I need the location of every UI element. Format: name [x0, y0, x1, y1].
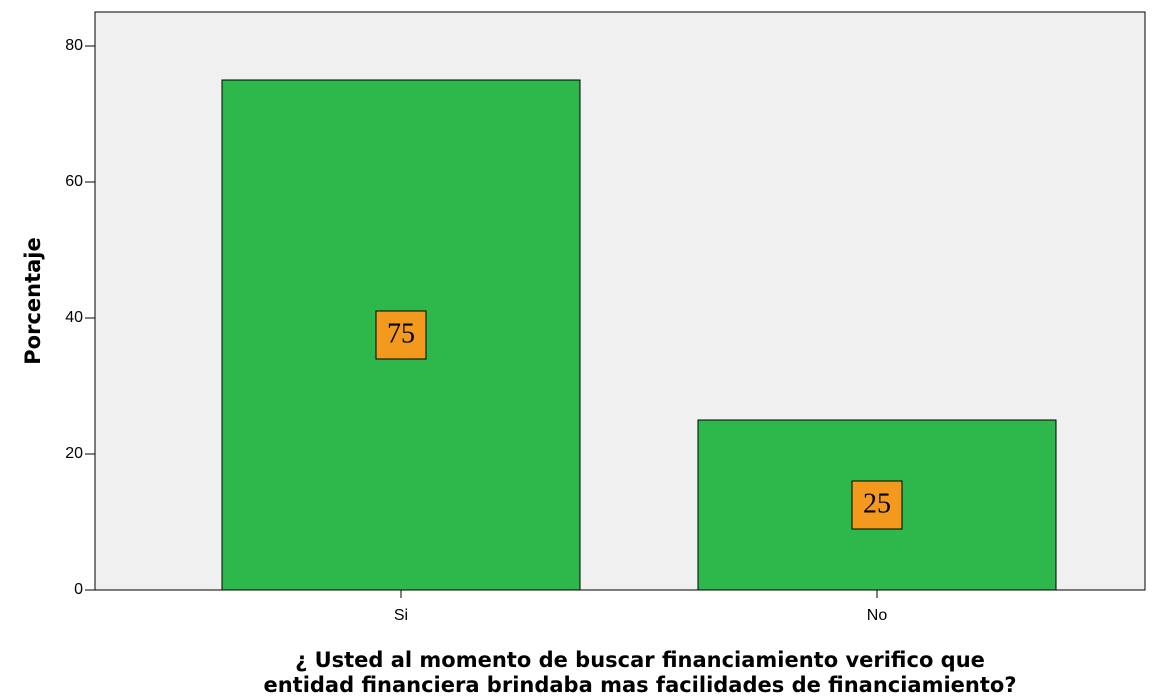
value-label-box: [375, 310, 427, 360]
y-tick-label: 40: [65, 309, 83, 326]
y-axis-title: Porcentaje: [21, 237, 45, 364]
y-tick-label: 20: [65, 445, 83, 462]
y-tick-label: 0: [74, 581, 83, 598]
x-tick-label: Si: [394, 607, 408, 624]
y-tick-label: 60: [65, 173, 83, 190]
x-axis-title: entidad financiera brindaba mas facilida…: [263, 673, 1016, 697]
x-axis-title: ¿ Usted al momento de buscar financiamie…: [295, 648, 985, 672]
value-label-box: [851, 480, 903, 530]
y-tick-label: 80: [65, 37, 83, 54]
value-label: 75: [387, 318, 415, 349]
value-label: 25: [863, 488, 891, 519]
x-tick-label: No: [867, 607, 888, 624]
